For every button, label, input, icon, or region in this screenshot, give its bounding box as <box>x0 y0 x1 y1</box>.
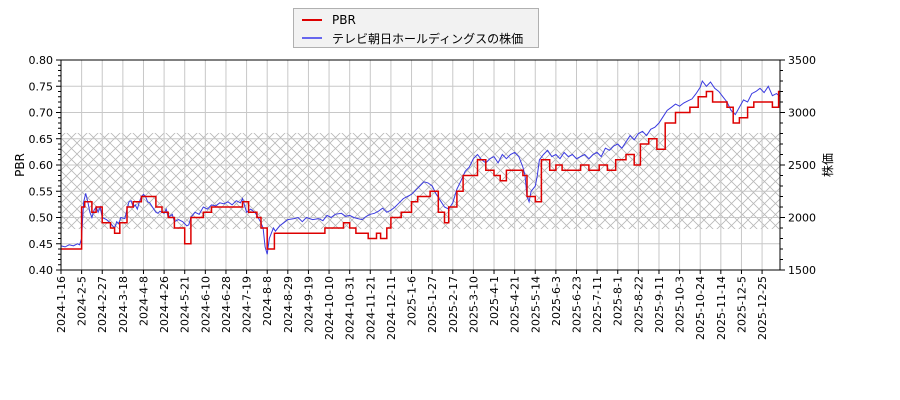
x-tick-label: 2025-4-1 <box>488 276 501 326</box>
x-tick-label: 2025-4-21 <box>509 276 522 333</box>
legend-label: テレビ朝日ホールディングスの株価 <box>332 31 524 46</box>
legend-item-pbr: PBR <box>302 11 356 29</box>
left-tick-label: 0.75 <box>29 80 54 93</box>
x-tick-label: 2024-7-19 <box>241 276 254 333</box>
x-tick-label: 2025-8-22 <box>632 276 645 333</box>
x-tick-label: 2024-6-28 <box>220 276 233 333</box>
right-tick-label: 2000 <box>788 212 816 225</box>
legend-label: PBR <box>332 13 356 27</box>
x-tick-label: 2024-10-10 <box>323 276 336 340</box>
left-tick-label: 0.80 <box>29 54 54 67</box>
x-tick-label: 2025-7-11 <box>591 276 604 333</box>
x-tick-label: 2024-11-21 <box>364 276 377 340</box>
x-tick-label: 2025-6-3 <box>550 276 563 326</box>
left-tick-label: 0.45 <box>29 238 54 251</box>
x-tick-label: 2025-1-6 <box>406 276 419 326</box>
x-tick-label: 2024-2-5 <box>76 276 89 326</box>
left-axis-title: PBR <box>13 153 27 177</box>
pbr-line <box>61 90 780 250</box>
x-tick-label: 2024-3-18 <box>117 276 130 333</box>
right-tick-label: 2500 <box>788 159 816 172</box>
left-y-axis: 0.40 0.45 0.50 0.55 0.60 0.65 0.70 0.75 0.80 <box>29 54 61 277</box>
right-axis-title: 株価 <box>820 153 835 177</box>
x-tick-label: 2025-9-11 <box>653 276 666 333</box>
x-tick-label: 2024-1-16 <box>55 276 68 333</box>
price-line-swatch-icon <box>302 37 322 39</box>
left-tick-label: 0.70 <box>29 107 54 120</box>
legend: PBR テレビ朝日ホールディングスの株価 <box>293 8 539 48</box>
x-axis: 2024-1-16 2024-2-5 2024-2-27 2024-3-18 2024-… <box>55 270 769 340</box>
x-tick-label: 2025-2-17 <box>447 276 460 333</box>
grid-lines <box>61 60 780 270</box>
x-tick-label: 2024-4-8 <box>138 276 151 326</box>
x-tick-label: 2024-6-10 <box>199 276 212 333</box>
x-tick-label: 2025-10-3 <box>674 276 687 333</box>
pbr-line-swatch-icon <box>302 19 322 21</box>
x-tick-label: 2025-8-1 <box>612 276 625 326</box>
right-tick-label: 1500 <box>788 264 816 277</box>
right-y-axis: 1500 2000 2500 3000 3500 <box>780 54 816 277</box>
x-tick-label: 2025-12-5 <box>736 276 749 333</box>
x-tick-label: 2024-4-26 <box>158 276 171 333</box>
x-tick-label: 2024-5-21 <box>179 276 192 333</box>
x-tick-label: 2024-8-8 <box>261 276 274 326</box>
right-tick-label: 3500 <box>788 54 816 67</box>
x-tick-label: 2024-9-19 <box>302 276 315 333</box>
legend-item-price: テレビ朝日ホールディングスの株価 <box>302 29 523 47</box>
left-tick-label: 0.60 <box>29 159 54 172</box>
x-tick-label: 2025-5-14 <box>529 276 542 333</box>
left-tick-label: 0.50 <box>29 212 54 225</box>
x-tick-label: 2025-12-25 <box>756 276 769 340</box>
x-tick-label: 2025-11-14 <box>715 276 728 340</box>
x-tick-label: 2025-1-27 <box>426 276 439 333</box>
x-tick-label: 2024-8-29 <box>282 276 295 333</box>
x-tick-label: 2024-2-27 <box>96 276 109 333</box>
x-tick-label: 2025-6-23 <box>571 276 584 333</box>
left-tick-label: 0.40 <box>29 264 54 277</box>
x-tick-label: 2024-10-31 <box>344 276 357 340</box>
x-tick-label: 2025-10-24 <box>694 276 707 340</box>
left-tick-label: 0.55 <box>29 185 54 198</box>
right-tick-label: 3000 <box>788 107 816 120</box>
x-tick-label: 2024-12-11 <box>385 276 398 340</box>
left-tick-label: 0.65 <box>29 133 54 146</box>
x-tick-label: 2025-3-10 <box>467 276 480 333</box>
series-layer <box>61 79 780 255</box>
